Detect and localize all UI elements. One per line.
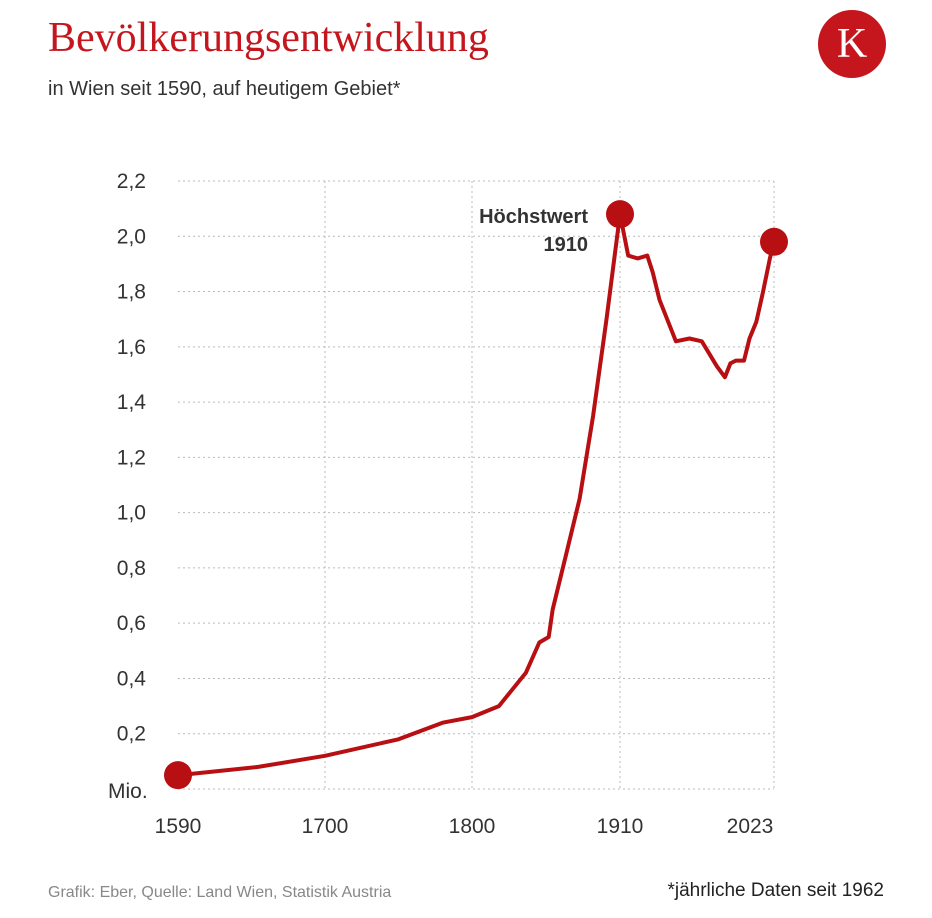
x-tick-label: 1910: [597, 815, 644, 838]
brand-logo: K: [818, 10, 886, 78]
data-point-2023: [760, 227, 788, 256]
population-line: [176, 212, 776, 778]
y-tick-label: 1,6: [117, 336, 146, 359]
y-tick-label: 0,8: [117, 557, 146, 580]
chart-subtitle: in Wien seit 1590, auf heutigem Gebiet*: [48, 78, 401, 100]
y-tick-label: 1,2: [117, 446, 146, 469]
y-tick-label: 2,0: [117, 225, 146, 248]
annotation-year: 1910: [544, 234, 589, 256]
x-tick-label: 2023: [727, 815, 774, 838]
y-tick-label: 2,2: [117, 170, 146, 193]
y-tick-label: 1,8: [117, 281, 146, 304]
x-tick-label: 1800: [449, 815, 496, 838]
y-unit-label: Mio.: [108, 780, 148, 803]
y-tick-label: 0,4: [117, 667, 147, 690]
logo-letter: K: [836, 21, 868, 67]
x-tick-label: 1700: [302, 815, 349, 838]
chart-title: Bevölkerungsentwicklung: [48, 15, 489, 61]
source-note: Grafik: Eber, Quelle: Land Wien, Statist…: [48, 884, 392, 901]
data-point-1910: [606, 200, 634, 229]
footnote: *jährliche Daten seit 1962: [667, 880, 884, 901]
y-tick-label: 0,6: [117, 612, 146, 635]
y-tick-label: 0,2: [117, 723, 146, 746]
y-tick-label: 1,4: [117, 391, 147, 414]
annotation-label: Höchstwert: [479, 206, 588, 228]
y-tick-label: 1,0: [117, 502, 146, 525]
x-tick-label: 1590: [155, 815, 202, 838]
data-point-1590: [164, 761, 192, 790]
